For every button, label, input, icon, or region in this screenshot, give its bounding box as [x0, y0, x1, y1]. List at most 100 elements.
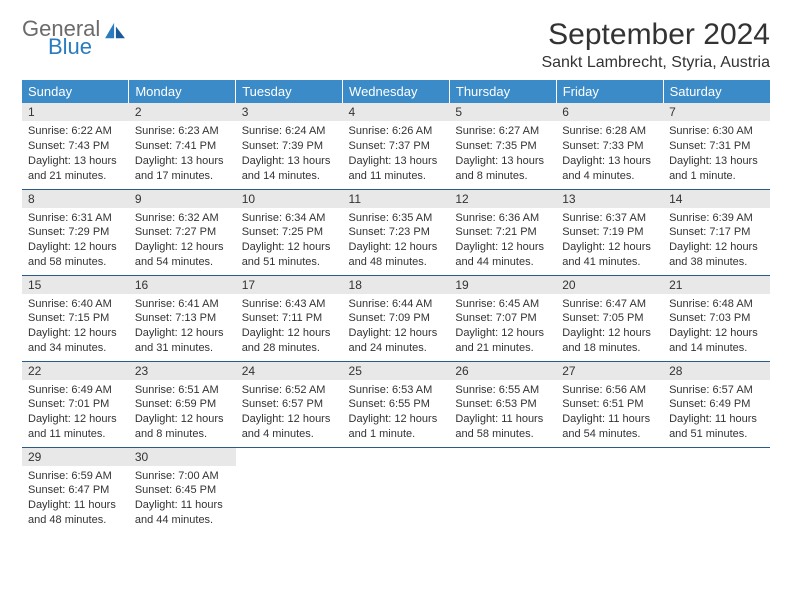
calendar-cell: 27Sunrise: 6:56 AMSunset: 6:51 PMDayligh…: [556, 361, 663, 447]
daylight-line: Daylight: 13 hours and 4 minutes.: [562, 154, 657, 184]
sunrise-line: Sunrise: 6:57 AM: [669, 383, 764, 398]
calendar-cell: [343, 447, 450, 533]
daylight-line: Daylight: 13 hours and 11 minutes.: [349, 154, 444, 184]
calendar-cell: 17 Sunrise: 6:43 AMSunset: 7:11 PMDayligh…: [236, 275, 343, 361]
logo-sail-icon: [104, 22, 126, 40]
sunrise-line: Sunrise: 6:37 AM: [562, 211, 657, 226]
daylight-line: Daylight: 12 hours and 48 minutes.: [349, 240, 444, 270]
sunset-line: Sunset: 6:59 PM: [135, 397, 230, 412]
sunset-line: Sunset: 6:49 PM: [669, 397, 764, 412]
sunset-line: Sunset: 7:01 PM: [28, 397, 123, 412]
day-number: 9: [129, 190, 236, 208]
sunset-line: Sunset: 7:23 PM: [349, 225, 444, 240]
daylight-line: Daylight: 13 hours and 8 minutes.: [455, 154, 550, 184]
daylight-line: Daylight: 12 hours and 24 minutes.: [349, 326, 444, 356]
daylight-line: Daylight: 12 hours and 1 minute.: [349, 412, 444, 442]
day-number: 19: [449, 276, 556, 294]
sunset-line: Sunset: 7:09 PM: [349, 311, 444, 326]
sunrise-line: Sunrise: 6:49 AM: [28, 383, 123, 398]
sunrise-line: Sunrise: 6:35 AM: [349, 211, 444, 226]
calendar-cell: 30Sunrise: 7:00 AMSunset: 6:45 PMDayligh…: [129, 447, 236, 533]
day-number: 13: [556, 190, 663, 208]
daylight-line: Daylight: 12 hours and 28 minutes.: [242, 326, 337, 356]
day-number: 11: [343, 190, 450, 208]
sunset-line: Sunset: 6:45 PM: [135, 483, 230, 498]
day-number: 17: [236, 276, 343, 294]
sunrise-line: Sunrise: 6:51 AM: [135, 383, 230, 398]
day-number: 16: [129, 276, 236, 294]
sunrise-line: Sunrise: 6:26 AM: [349, 124, 444, 139]
calendar-cell: 8Sunrise: 6:31 AMSunset: 7:29 PMDaylight…: [22, 189, 129, 275]
sunrise-line: Sunrise: 6:24 AM: [242, 124, 337, 139]
calendar-cell: 7Sunrise: 6:30 AMSunset: 7:31 PMDaylight…: [663, 103, 770, 189]
location: Sankt Lambrecht, Styria, Austria: [541, 54, 770, 72]
day-number: 2: [129, 103, 236, 121]
daylight-line: Daylight: 13 hours and 17 minutes.: [135, 154, 230, 184]
sunset-line: Sunset: 7:13 PM: [135, 311, 230, 326]
calendar-cell: 4Sunrise: 6:26 AMSunset: 7:37 PMDaylight…: [343, 103, 450, 189]
day-header: Saturday: [663, 80, 770, 103]
day-number: 18: [343, 276, 450, 294]
daylight-line: Daylight: 12 hours and 51 minutes.: [242, 240, 337, 270]
sunset-line: Sunset: 7:27 PM: [135, 225, 230, 240]
sunset-line: Sunset: 7:39 PM: [242, 139, 337, 154]
daylight-line: Daylight: 13 hours and 21 minutes.: [28, 154, 123, 184]
daylight-line: Daylight: 11 hours and 51 minutes.: [669, 412, 764, 442]
calendar-cell: [556, 447, 663, 533]
sunset-line: Sunset: 6:55 PM: [349, 397, 444, 412]
daylight-line: Daylight: 13 hours and 1 minute.: [669, 154, 764, 184]
calendar-cell: 5Sunrise: 6:27 AMSunset: 7:35 PMDaylight…: [449, 103, 556, 189]
calendar-cell: 6Sunrise: 6:28 AMSunset: 7:33 PMDaylight…: [556, 103, 663, 189]
sunrise-line: Sunrise: 6:43 AM: [242, 297, 337, 312]
day-header: Sunday: [22, 80, 129, 103]
day-number: 15: [22, 276, 129, 294]
daylight-line: Daylight: 11 hours and 48 minutes.: [28, 498, 123, 528]
sunset-line: Sunset: 7:15 PM: [28, 311, 123, 326]
sunrise-line: Sunrise: 6:39 AM: [669, 211, 764, 226]
calendar-row: 22 Sunrise: 6:49 AMSunset: 7:01 PM Dayligh…: [22, 361, 770, 447]
sunset-line: Sunset: 7:11 PM: [242, 311, 337, 326]
calendar-cell: 2Sunrise: 6:23 AMSunset: 7:41 PMDaylight…: [129, 103, 236, 189]
calendar-cell: 19Sunrise: 6:45 AMSunset: 7:07 PMDayligh…: [449, 275, 556, 361]
calendar-cell: 28 Sunrise: 6:57 AMSunset: 6:49 PMDayligh…: [663, 361, 770, 447]
day-number: 28: [663, 362, 770, 380]
day-number: 7: [663, 103, 770, 121]
day-number: 22: [22, 362, 129, 380]
sunset-line: Sunset: 7:29 PM: [28, 225, 123, 240]
sunrise-line: Sunrise: 6:55 AM: [455, 383, 550, 398]
calendar-cell: [449, 447, 556, 533]
sunset-line: Sunset: 7:37 PM: [349, 139, 444, 154]
calendar-row: 15Sunrise: 6:40 AMSunset: 7:15 PMDayligh…: [22, 275, 770, 361]
calendar-cell: 24Sunrise: 6:52 AMSunset: 6:57 PMDayligh…: [236, 361, 343, 447]
logo: General Blue: [22, 18, 126, 58]
day-number: 23: [129, 362, 236, 380]
sunset-line: Sunset: 7:35 PM: [455, 139, 550, 154]
sunrise-line: Sunrise: 6:27 AM: [455, 124, 550, 139]
daylight-line: Daylight: 12 hours and 4 minutes.: [242, 412, 337, 442]
sunrise-line: Sunrise: 6:30 AM: [669, 124, 764, 139]
calendar-cell: 11 Sunrise: 6:35 AMSunset: 7:23 PMDayligh…: [343, 189, 450, 275]
calendar-cell: 22Sunrise: 6:49 AMSunset: 7:01 PMDayligh…: [22, 361, 129, 447]
day-number: 14: [663, 190, 770, 208]
day-header-row: Sunday Monday Tuesday Wednesday Thursday…: [22, 80, 770, 103]
sunrise-line: Sunrise: 6:23 AM: [135, 124, 230, 139]
calendar-cell: 3Sunrise: 6:24 AMSunset: 7:39 PMDaylight…: [236, 103, 343, 189]
sunset-line: Sunset: 7:33 PM: [562, 139, 657, 154]
daylight-line: Daylight: 11 hours and 58 minutes.: [455, 412, 550, 442]
calendar-cell: 15Sunrise: 6:40 AMSunset: 7:15 PMDayligh…: [22, 275, 129, 361]
daylight-line: Daylight: 12 hours and 31 minutes.: [135, 326, 230, 356]
sunset-line: Sunset: 7:17 PM: [669, 225, 764, 240]
day-number: 8: [22, 190, 129, 208]
sunset-line: Sunset: 6:51 PM: [562, 397, 657, 412]
daylight-line: Daylight: 12 hours and 18 minutes.: [562, 326, 657, 356]
calendar-cell: 21Sunrise: 6:48 AMSunset: 7:03 PMDayligh…: [663, 275, 770, 361]
sunrise-line: Sunrise: 7:00 AM: [135, 469, 230, 484]
day-number: 6: [556, 103, 663, 121]
header: General Blue September 2024 Sankt Lambre…: [22, 18, 770, 72]
sunset-line: Sunset: 7:19 PM: [562, 225, 657, 240]
sunrise-line: Sunrise: 6:32 AM: [135, 211, 230, 226]
calendar-cell: 20Sunrise: 6:47 AMSunset: 7:05 PMDayligh…: [556, 275, 663, 361]
daylight-line: Daylight: 12 hours and 14 minutes.: [669, 326, 764, 356]
sunset-line: Sunset: 7:05 PM: [562, 311, 657, 326]
daylight-line: Daylight: 12 hours and 8 minutes.: [135, 412, 230, 442]
